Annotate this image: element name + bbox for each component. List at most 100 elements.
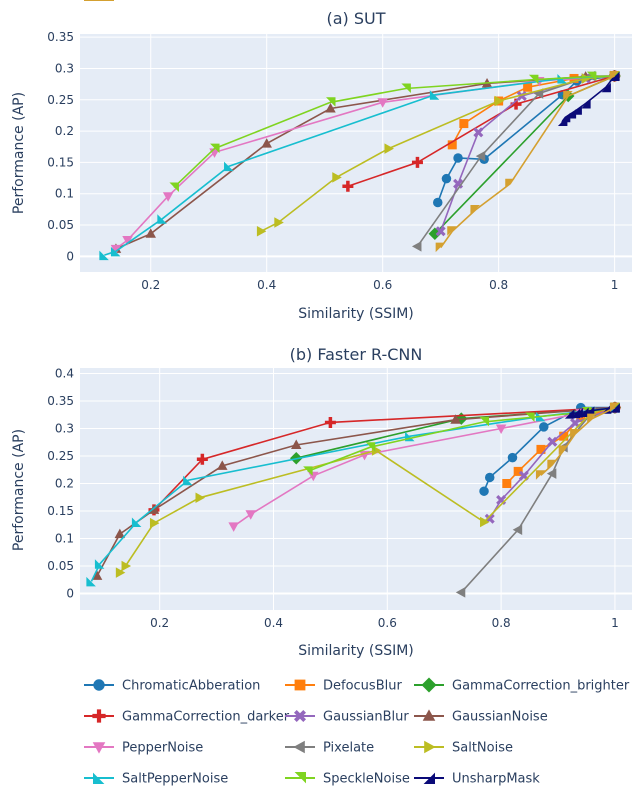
x-tick-label: 0.2 (150, 616, 169, 630)
data-point (122, 236, 133, 246)
data-point (224, 161, 234, 172)
data-point (429, 90, 440, 100)
y-tick-label: 0 (66, 249, 74, 263)
data-point (510, 98, 522, 110)
data-point (195, 492, 206, 504)
legend-item[interactable]: DefocusBlur (285, 679, 402, 694)
data-point (558, 445, 569, 455)
legend-item[interactable]: GaussianBlur (285, 710, 409, 725)
legend-item[interactable]: PepperNoise (84, 741, 203, 756)
data-point (584, 406, 595, 416)
data-point (162, 192, 174, 202)
chart-title: (a) SUT (326, 9, 385, 28)
legend-item[interactable]: SpeckleNoise (285, 772, 410, 787)
data-point (455, 587, 466, 598)
series-line (347, 75, 615, 187)
series-zoomblur (535, 402, 620, 480)
plot-area (80, 34, 632, 272)
data-point (245, 510, 256, 520)
y-tick-label: 0 (66, 587, 74, 601)
grid (80, 368, 632, 610)
data-point (433, 197, 443, 208)
series-unsharpmask (557, 71, 620, 127)
y-tick-label: 0.3 (55, 61, 74, 75)
series-unsharpmask (564, 403, 620, 419)
data-point (610, 71, 620, 81)
data-point (572, 105, 582, 115)
legend-item[interactable]: GammaCorrection_darker (84, 709, 290, 725)
data-point (581, 99, 591, 109)
series-line (561, 75, 616, 122)
data-point (447, 140, 457, 150)
data-point (484, 472, 495, 483)
data-point (564, 409, 575, 419)
data-point (563, 91, 573, 101)
legend-item[interactable]: GammaCorrection_brighter (414, 677, 630, 694)
x-tick-label: 0.8 (489, 278, 508, 292)
legend-item[interactable]: SaltNoise (414, 741, 513, 756)
legend-label: DefocusBlur (323, 679, 402, 694)
y-tick-label: 0.4 (55, 367, 74, 381)
y-tick-label: 0.05 (47, 218, 74, 232)
data-point (261, 138, 272, 148)
legend-item[interactable]: GaussianNoise (414, 709, 548, 725)
data-point (131, 517, 142, 527)
data-point (121, 560, 132, 572)
x-axis-label: Similarity (SSIM) (298, 306, 414, 322)
data-point (325, 97, 336, 107)
data-point (169, 182, 179, 192)
legend-item[interactable]: SaltPepperNoise (84, 772, 228, 787)
legend-label: GammaCorrection_darker (122, 710, 290, 725)
legend-marker (293, 740, 305, 754)
x-tick-label: 0.4 (257, 278, 276, 292)
y-tick-label: 0.25 (47, 449, 74, 463)
series-line (173, 75, 615, 188)
legend-label: UnsharpMask (452, 772, 540, 787)
data-point (115, 567, 126, 578)
data-point (114, 528, 126, 539)
data-point (495, 424, 507, 434)
data-point (573, 408, 583, 418)
data-point (559, 431, 569, 441)
data-point (99, 250, 109, 261)
legend-marker (92, 709, 106, 723)
data-point (325, 103, 336, 113)
data-point (86, 576, 96, 587)
chart-title: (b) Faster R-CNN (290, 345, 423, 364)
data-point (210, 143, 220, 154)
data-point (303, 466, 313, 476)
legend-label: SaltNoise (452, 741, 513, 756)
data-point (479, 416, 490, 427)
x-tick-label: 0.2 (141, 278, 160, 292)
legend-label: GammaCorrection_brighter (452, 679, 630, 694)
legend-item[interactable]: Pixelate (285, 741, 374, 756)
data-point (196, 453, 208, 465)
series-group (99, 69, 621, 261)
legend-item[interactable]: UnsharpMask (414, 772, 540, 787)
data-point (601, 82, 611, 93)
data-point (570, 429, 580, 439)
data-point (570, 418, 581, 428)
data-point (586, 71, 597, 82)
chart-sut: (a) SUT 0.2 0.4 0.6 0.8 1 00.050.10.150.20.2… (11, 9, 632, 322)
x-tick-label: 0.6 (373, 278, 392, 292)
data-point (377, 98, 388, 108)
series-line (569, 406, 616, 415)
data-point (528, 74, 539, 85)
x-tick-label: 1 (611, 278, 619, 292)
data-point (513, 466, 523, 476)
y-tick-label: 0.1 (55, 532, 74, 546)
data-point (536, 444, 546, 454)
legend-marker (294, 772, 306, 784)
legend-marker (93, 772, 105, 784)
legend-item[interactable]: ChromaticAbberation (84, 679, 260, 694)
data-point (183, 475, 193, 486)
data-point (505, 178, 515, 189)
chart-faster-rcnn: (b) Faster R-CNN 0.2 0.4 0.6 0.8 1 00.050.10… (11, 345, 632, 659)
legend-label: PepperNoise (122, 741, 203, 756)
data-point (290, 439, 302, 449)
data-point (480, 516, 490, 528)
legend-label: GaussianBlur (323, 710, 409, 725)
legend-item[interactable]: ZoomBlur (84, 0, 186, 4)
